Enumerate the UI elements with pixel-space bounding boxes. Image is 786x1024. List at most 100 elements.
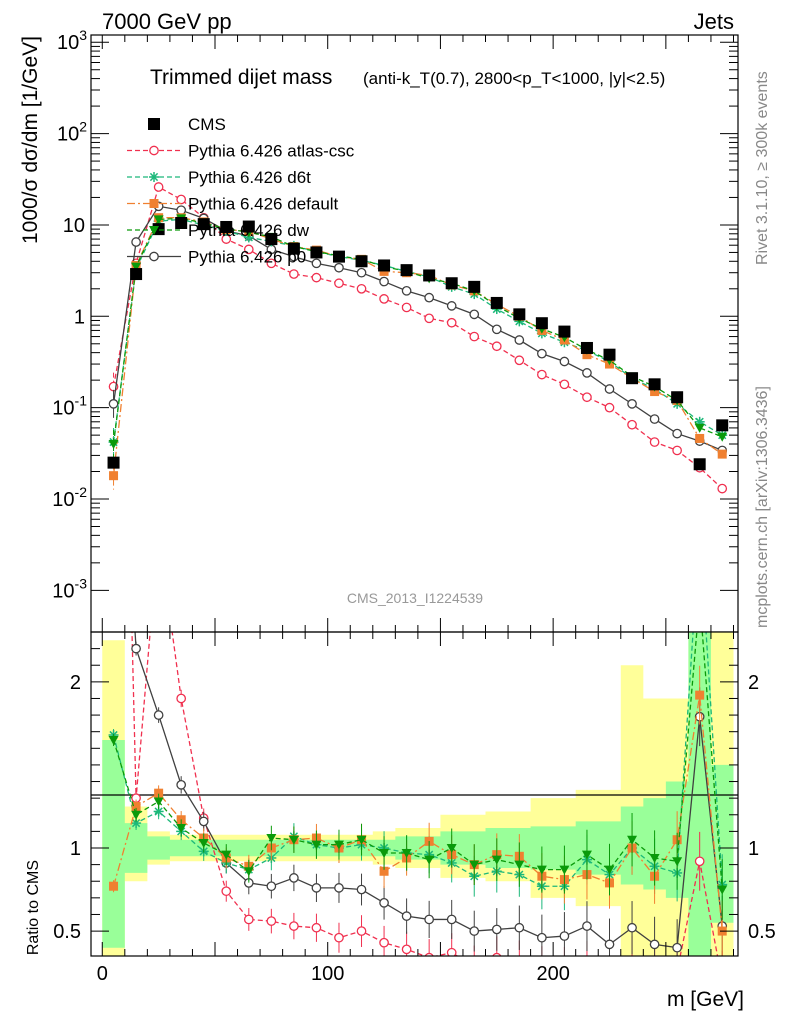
ratio-point-atlas <box>243 914 254 925</box>
data-point-atlas <box>446 317 457 328</box>
ratio-point-dw <box>311 840 322 850</box>
ratio-line-d6t <box>112 632 723 887</box>
series-line-atlas <box>112 186 723 490</box>
data-point-CMS <box>648 378 661 391</box>
y-tick-label: 1 <box>74 306 85 328</box>
ratio-point-dw <box>695 595 705 604</box>
data-point-p0 <box>537 348 547 359</box>
ratio-point-default <box>109 881 119 891</box>
ratio-point-p0 <box>289 873 299 883</box>
series-line-p0 <box>112 205 723 452</box>
data-point-default <box>109 471 119 481</box>
ratio-point-atlas <box>221 886 232 897</box>
legend-item-default: Pythia 6.426 default <box>127 195 339 214</box>
ratio-y-tick-label-right: 2 <box>748 672 759 694</box>
data-point-atlas <box>491 341 502 352</box>
y-tick-label: 102 <box>57 119 87 146</box>
ratio-point-atlas <box>650 972 658 980</box>
legend-item-d6t: Pythia 6.426 d6t <box>127 168 311 187</box>
data-point-CMS <box>400 264 413 277</box>
data-point-CMS <box>130 268 143 281</box>
data-point-CMS <box>378 259 391 272</box>
x-tick-label: 0 <box>97 963 108 985</box>
main-panel: 10-3 10-2 10-1 1 10 102 103 Trimmed dijet mass… <box>19 27 739 633</box>
data-point-CMS <box>603 348 616 361</box>
ratio-point-dw <box>672 857 683 867</box>
ratio-point-p0 <box>153 710 164 720</box>
x-tick-label: 100 <box>311 963 344 985</box>
y-tick-label: 10-1 <box>52 393 87 420</box>
series-line-dw <box>112 217 723 445</box>
ratio-point-p0 <box>379 897 389 908</box>
data-point-p0 <box>604 384 615 394</box>
legend-label: CMS <box>188 115 226 134</box>
data-point-atlas <box>266 258 277 269</box>
ratio-point-atlas <box>289 921 299 931</box>
ratio-point-p0 <box>266 881 277 892</box>
ratio-point-p0 <box>514 922 525 933</box>
ratio-point-p0 <box>311 883 322 893</box>
data-point-CMS <box>558 325 571 338</box>
ratio-point-atlas <box>446 947 457 956</box>
ratio-point-atlas <box>492 952 502 956</box>
y-tick-label: 103 <box>57 27 87 54</box>
data-point-p0 <box>424 292 435 303</box>
ratio-point-atlas <box>356 926 367 936</box>
data-point-CMS <box>693 458 706 471</box>
legend-marker <box>149 172 159 182</box>
ratio-line-dw <box>112 632 723 890</box>
ratio-point-p0 <box>176 780 187 790</box>
ratio-series-dw <box>108 595 728 920</box>
ratio-y-tick-label: 2 <box>70 672 81 694</box>
data-point-CMS <box>626 372 639 385</box>
legend-item-p0: Pythia 6.426 p0 <box>127 248 306 267</box>
data-point-p0 <box>469 309 480 320</box>
data-point-atlas <box>514 355 525 366</box>
ratio-point-dw <box>379 848 390 858</box>
ratio-series-layer <box>108 595 728 980</box>
data-point-p0 <box>311 258 322 269</box>
data-point-p0 <box>379 276 389 287</box>
data-point-CMS <box>716 419 729 432</box>
data-point-CMS <box>490 296 503 309</box>
ratio-uncertainty-bands <box>102 632 734 956</box>
data-point-p0 <box>108 399 119 409</box>
ratio-point-p0 <box>356 884 367 895</box>
data-point-CMS <box>242 220 255 233</box>
ratio-point-atlas <box>266 916 277 926</box>
ratio-point-atlas <box>673 967 681 975</box>
ratio-y-tick-label-right: 0.5 <box>748 921 776 943</box>
y-tick-label: 10 <box>63 215 85 237</box>
ratio-point-dw <box>514 860 525 870</box>
data-point-CMS <box>220 220 233 233</box>
data-point-CMS <box>671 391 684 404</box>
series-line-d6t <box>112 218 723 443</box>
data-point-atlas <box>243 244 254 255</box>
ratio-point-atlas <box>424 952 434 956</box>
data-point-p0 <box>672 428 682 439</box>
data-point-dw <box>694 423 705 433</box>
data-point-CMS <box>310 246 323 259</box>
mcplots-label: mcplots.cern.ch [arXiv:1306.3436] <box>754 386 771 628</box>
data-point-atlas <box>537 369 547 380</box>
data-point-p0 <box>446 301 457 311</box>
main-title-detail: (anti-k_T(0.7), 2800<p_T<1000, |y|<2.5) <box>363 69 665 88</box>
category-label: Jets <box>694 9 734 34</box>
data-point-atlas <box>559 379 570 390</box>
ratio-point-p0 <box>649 939 660 950</box>
data-point-atlas <box>401 302 412 313</box>
data-point-p0 <box>559 356 570 367</box>
ratio-point-dw <box>559 865 570 875</box>
ratio-point-p0 <box>491 924 502 935</box>
ratio-point-default <box>695 690 705 700</box>
ratio-point-default <box>154 788 164 798</box>
ratio-point-atlas <box>583 962 591 970</box>
main-y-axis-label: 1000/σ dσ/dm [1/GeV] <box>19 36 42 244</box>
data-point-p0 <box>649 414 660 424</box>
data-point-default <box>717 449 727 459</box>
data-point-CMS <box>580 341 593 354</box>
legend-marker <box>148 118 160 130</box>
data-point-atlas <box>469 331 480 342</box>
x-tick-label: 200 <box>536 963 569 985</box>
